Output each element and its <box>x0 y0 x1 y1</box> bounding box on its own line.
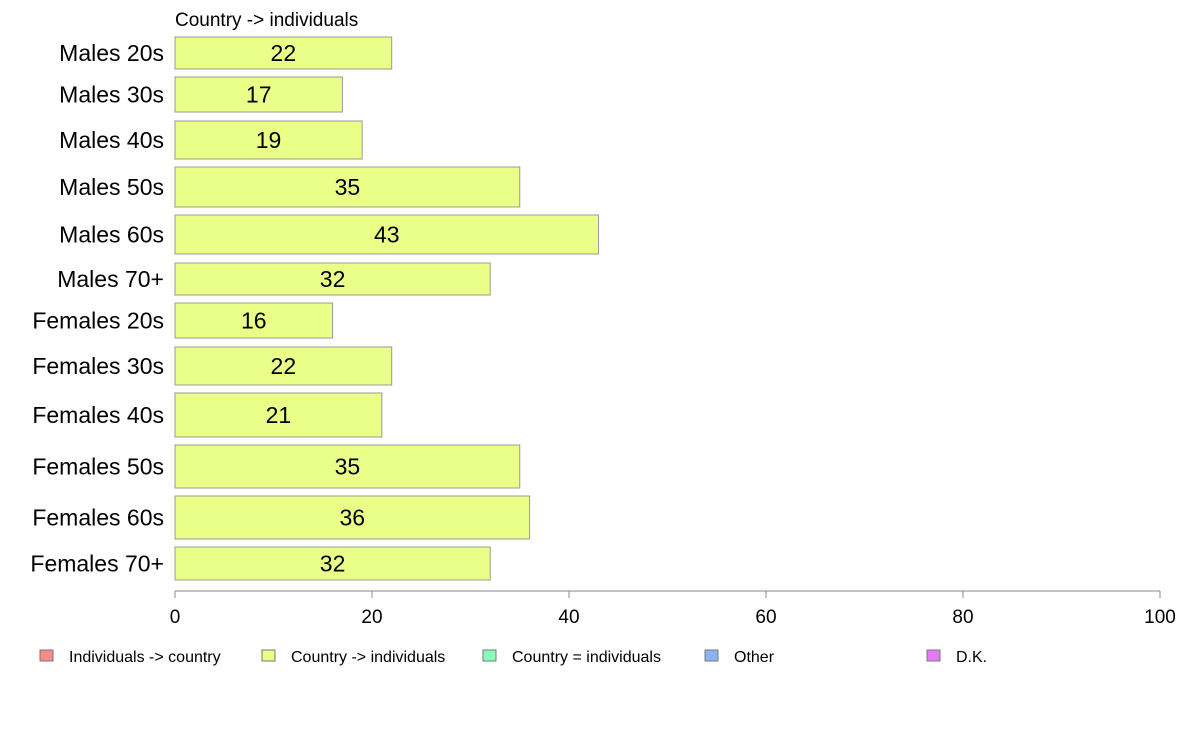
legend-swatch <box>926 649 941 662</box>
bar <box>174 36 393 70</box>
bar-value-label: 36 <box>340 505 366 531</box>
category-label: Females 20s <box>32 308 164 334</box>
x-axis: 0 20 40 60 80 100 <box>170 590 1176 628</box>
bar <box>174 346 393 386</box>
category-label: Females 30s <box>32 353 164 379</box>
x-tick-label: 60 <box>755 607 776 628</box>
legend-swatch <box>482 649 497 662</box>
legend-label: Individuals -> country <box>69 649 221 666</box>
x-tick-label: 0 <box>170 607 181 628</box>
bar <box>174 302 334 339</box>
category-label: Females 50s <box>32 454 164 480</box>
category-labels: Males 20s Males 30s Males 40s Males 50s Male… <box>30 40 164 577</box>
bar-value-label: 32 <box>320 551 346 577</box>
legend-label: Country -> individuals <box>291 649 445 666</box>
category-label: Males 60s <box>59 222 164 248</box>
x-tick-label: 40 <box>558 607 579 628</box>
category-label: Males 70+ <box>57 266 164 292</box>
bar <box>174 495 531 540</box>
bar <box>174 444 521 489</box>
bar-value-label: 17 <box>246 82 272 108</box>
bar <box>174 214 600 255</box>
legend-swatch <box>704 649 719 662</box>
bar-value-label: 22 <box>271 353 297 379</box>
bar-value-label: 21 <box>266 402 292 428</box>
category-label: Males 40s <box>59 127 164 153</box>
bar-value-label: 16 <box>241 308 267 334</box>
category-label: Females 60s <box>32 505 164 531</box>
bar <box>174 546 491 581</box>
category-label: Males 50s <box>59 174 164 200</box>
x-tick-label: 100 <box>1144 607 1176 628</box>
x-tick-label: 80 <box>952 607 973 628</box>
panel-title: Country -> individuals <box>175 10 358 31</box>
bar-value-label: 43 <box>374 222 400 248</box>
legend-swatch <box>261 649 276 662</box>
category-label: Males 30s <box>59 82 164 108</box>
legend-label: D.K. <box>956 649 987 666</box>
bar <box>174 392 383 438</box>
bar <box>174 166 521 208</box>
category-label: Females 70+ <box>30 551 164 577</box>
legend-label: Country = individuals <box>512 649 661 666</box>
bar-value-label: 32 <box>320 266 346 292</box>
x-tick-label: 20 <box>361 607 382 628</box>
bar-value-label: 35 <box>335 454 361 480</box>
bar <box>174 262 491 296</box>
bar <box>174 120 363 160</box>
legend: Individuals -> country Country -> individ… <box>39 649 987 666</box>
bar-value-label: 22 <box>271 40 297 66</box>
bar-value-label: 35 <box>335 174 361 200</box>
legend-swatch <box>39 649 54 662</box>
bar <box>174 76 343 113</box>
bar-value-label: 19 <box>256 127 282 153</box>
category-label: Males 20s <box>59 40 164 66</box>
category-label: Females 40s <box>32 402 164 428</box>
legend-label: Other <box>734 649 775 666</box>
